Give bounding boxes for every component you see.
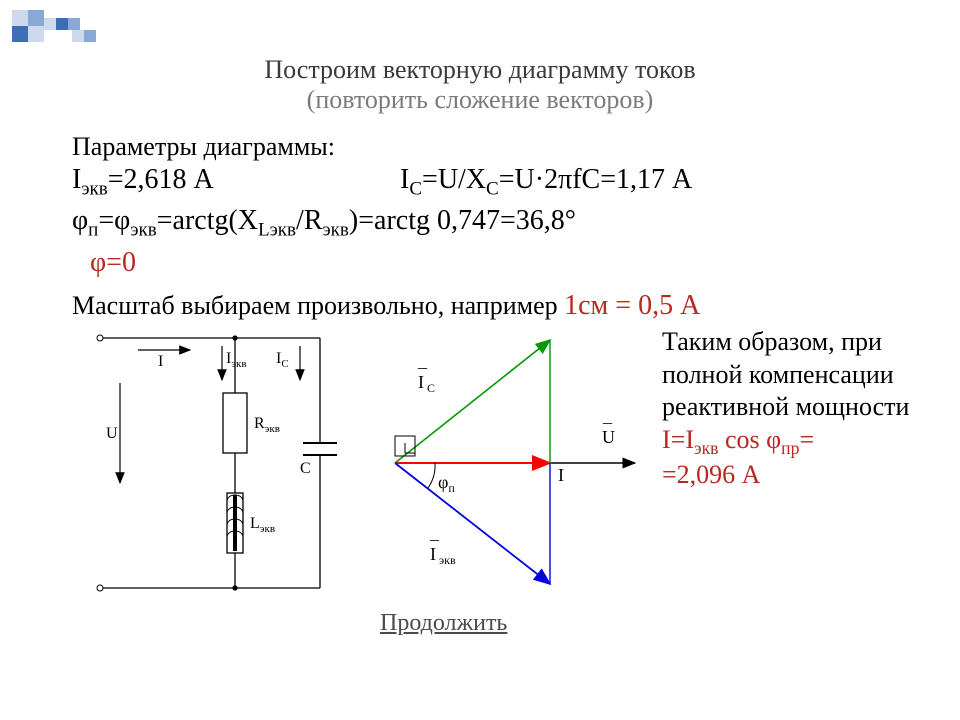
title: Построим векторную диаграмму токов: [264, 55, 695, 84]
svg-text:Rэкв: Rэкв: [254, 415, 280, 435]
side-text: Таким образом, при полной компенсации ре…: [662, 326, 922, 491]
svg-text:¯U: ¯U: [602, 421, 615, 447]
svg-text:φп: φп: [438, 472, 455, 495]
params-label: Параметры диаграммы:: [72, 132, 335, 162]
svg-text:¯I C: ¯I C: [417, 366, 435, 395]
diagram-area: I U Iэкв Rэкв Lэкв C IC: [70, 318, 650, 608]
svg-text:Iэкв: Iэкв: [226, 350, 247, 370]
svg-text:I: I: [558, 465, 564, 485]
svg-text:U: U: [106, 425, 118, 442]
svg-text:¯I экв: ¯I экв: [429, 538, 456, 567]
eq-phi: φп=φэкв=arctg(XLэкв/Rэкв)=arctg 0,747=36…: [72, 205, 576, 242]
subtitle: (повторить сложение векторов): [307, 85, 654, 114]
svg-text:I: I: [158, 353, 163, 370]
continue-link[interactable]: Продолжить: [380, 610, 507, 637]
vector-diagram: ¯U I ¯I C ¯I экв φп: [395, 340, 635, 584]
eq-phi0: φ=0: [90, 247, 136, 279]
svg-text:C: C: [300, 460, 311, 477]
corner-decoration: [12, 10, 122, 55]
circuit-diagram: I U Iэкв Rэкв Lэкв C IC: [97, 335, 337, 591]
svg-text:IC: IC: [276, 350, 289, 370]
svg-text:Lэкв: Lэкв: [250, 515, 275, 535]
title-block: Построим векторную диаграмму токов (повт…: [0, 55, 960, 115]
eq-iekv: Iэкв=2,618 А: [72, 164, 214, 201]
eq-ic: IC=U/XC=U·2πfC=1,17 А: [400, 164, 692, 201]
